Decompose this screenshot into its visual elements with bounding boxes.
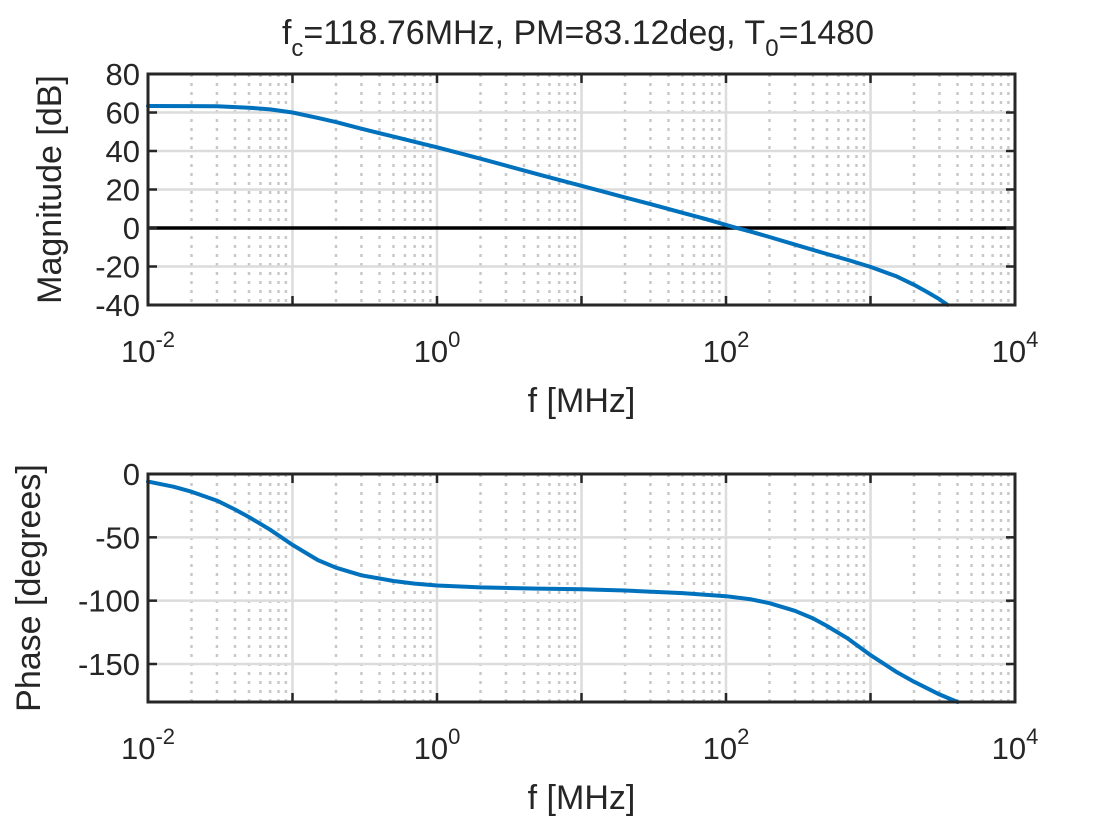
x-tick-label-base: 10 [414,731,448,766]
x-tick-label: 100 [414,327,461,369]
x-tick-label-base: 10 [703,731,737,766]
magnitude-plot [146,104,950,307]
phase-ticks [146,472,1017,702]
title-part: =118.76MHz, PM=83.12deg, T [303,14,765,52]
x-tick-label-base: 10 [992,334,1026,369]
magnitude-curve [146,104,950,307]
x-tick-label: 104 [992,724,1039,766]
y-tick-label: 40 [106,134,140,169]
phase-y-tick-labels: 0 -50 -100 -150 [78,457,140,682]
x-tick-label-exponent: 2 [737,724,749,749]
magnitude-ticks [146,72,1017,307]
x-tick-label-exponent: 4 [1026,327,1038,352]
chart-title: fc=118.76MHz, PM=83.12deg, T0=1480 [282,14,874,62]
phase-grid [146,472,1017,702]
x-tick-label-base: 10 [703,334,737,369]
magnitude-x-tick-labels: 10-2 100 102 104 [121,327,1038,369]
x-tick-label: 102 [703,724,750,766]
phase-y-axis-label: Phase [degrees] [10,464,48,712]
x-tick-label-base: 10 [121,334,155,369]
x-tick-label-exponent: 2 [737,327,749,352]
y-tick-label: 80 [106,57,140,92]
y-tick-label: -150 [78,647,140,682]
y-tick-label: 60 [106,96,140,131]
y-tick-label: 20 [106,173,140,208]
x-tick-label-exponent: 0 [448,327,460,352]
x-tick-label-base: 10 [992,731,1026,766]
title-subscript: 0 [765,35,778,62]
phase-x-tick-labels: 10-2 100 102 104 [121,724,1038,766]
x-tick-label-exponent: -2 [155,327,175,352]
magnitude-x-axis-label: f [MHz] [528,382,636,420]
phase-plot [146,479,960,704]
x-tick-label-base: 10 [414,334,448,369]
phase-curve [146,479,960,704]
x-tick-label-exponent: -2 [155,724,175,749]
x-tick-label: 100 [414,724,461,766]
y-tick-label: -50 [95,520,140,555]
y-tick-label: 0 [123,457,140,492]
x-tick-label-base: 10 [121,731,155,766]
y-tick-label: 0 [123,211,140,246]
magnitude-y-axis-label: Magnitude [dB] [31,75,69,304]
title-part: =1480 [779,14,875,52]
phase-x-axis-label: f [MHz] [528,779,636,817]
x-tick-label-exponent: 0 [448,724,460,749]
x-tick-label: 10-2 [121,327,175,369]
title-part: f [282,14,292,52]
x-tick-label: 10-2 [121,724,175,766]
phase-panel: 0-50-100-150 10-2 100 102 104 f [MHz] Phase… [10,457,1038,817]
x-tick-label: 102 [703,327,750,369]
title-subscript: c [291,35,303,62]
x-tick-label-exponent: 4 [1026,724,1038,749]
y-tick-label: -20 [95,250,140,285]
y-tick-label: -100 [78,584,140,619]
y-tick-label: -40 [95,288,140,323]
x-tick-label: 104 [992,327,1039,369]
